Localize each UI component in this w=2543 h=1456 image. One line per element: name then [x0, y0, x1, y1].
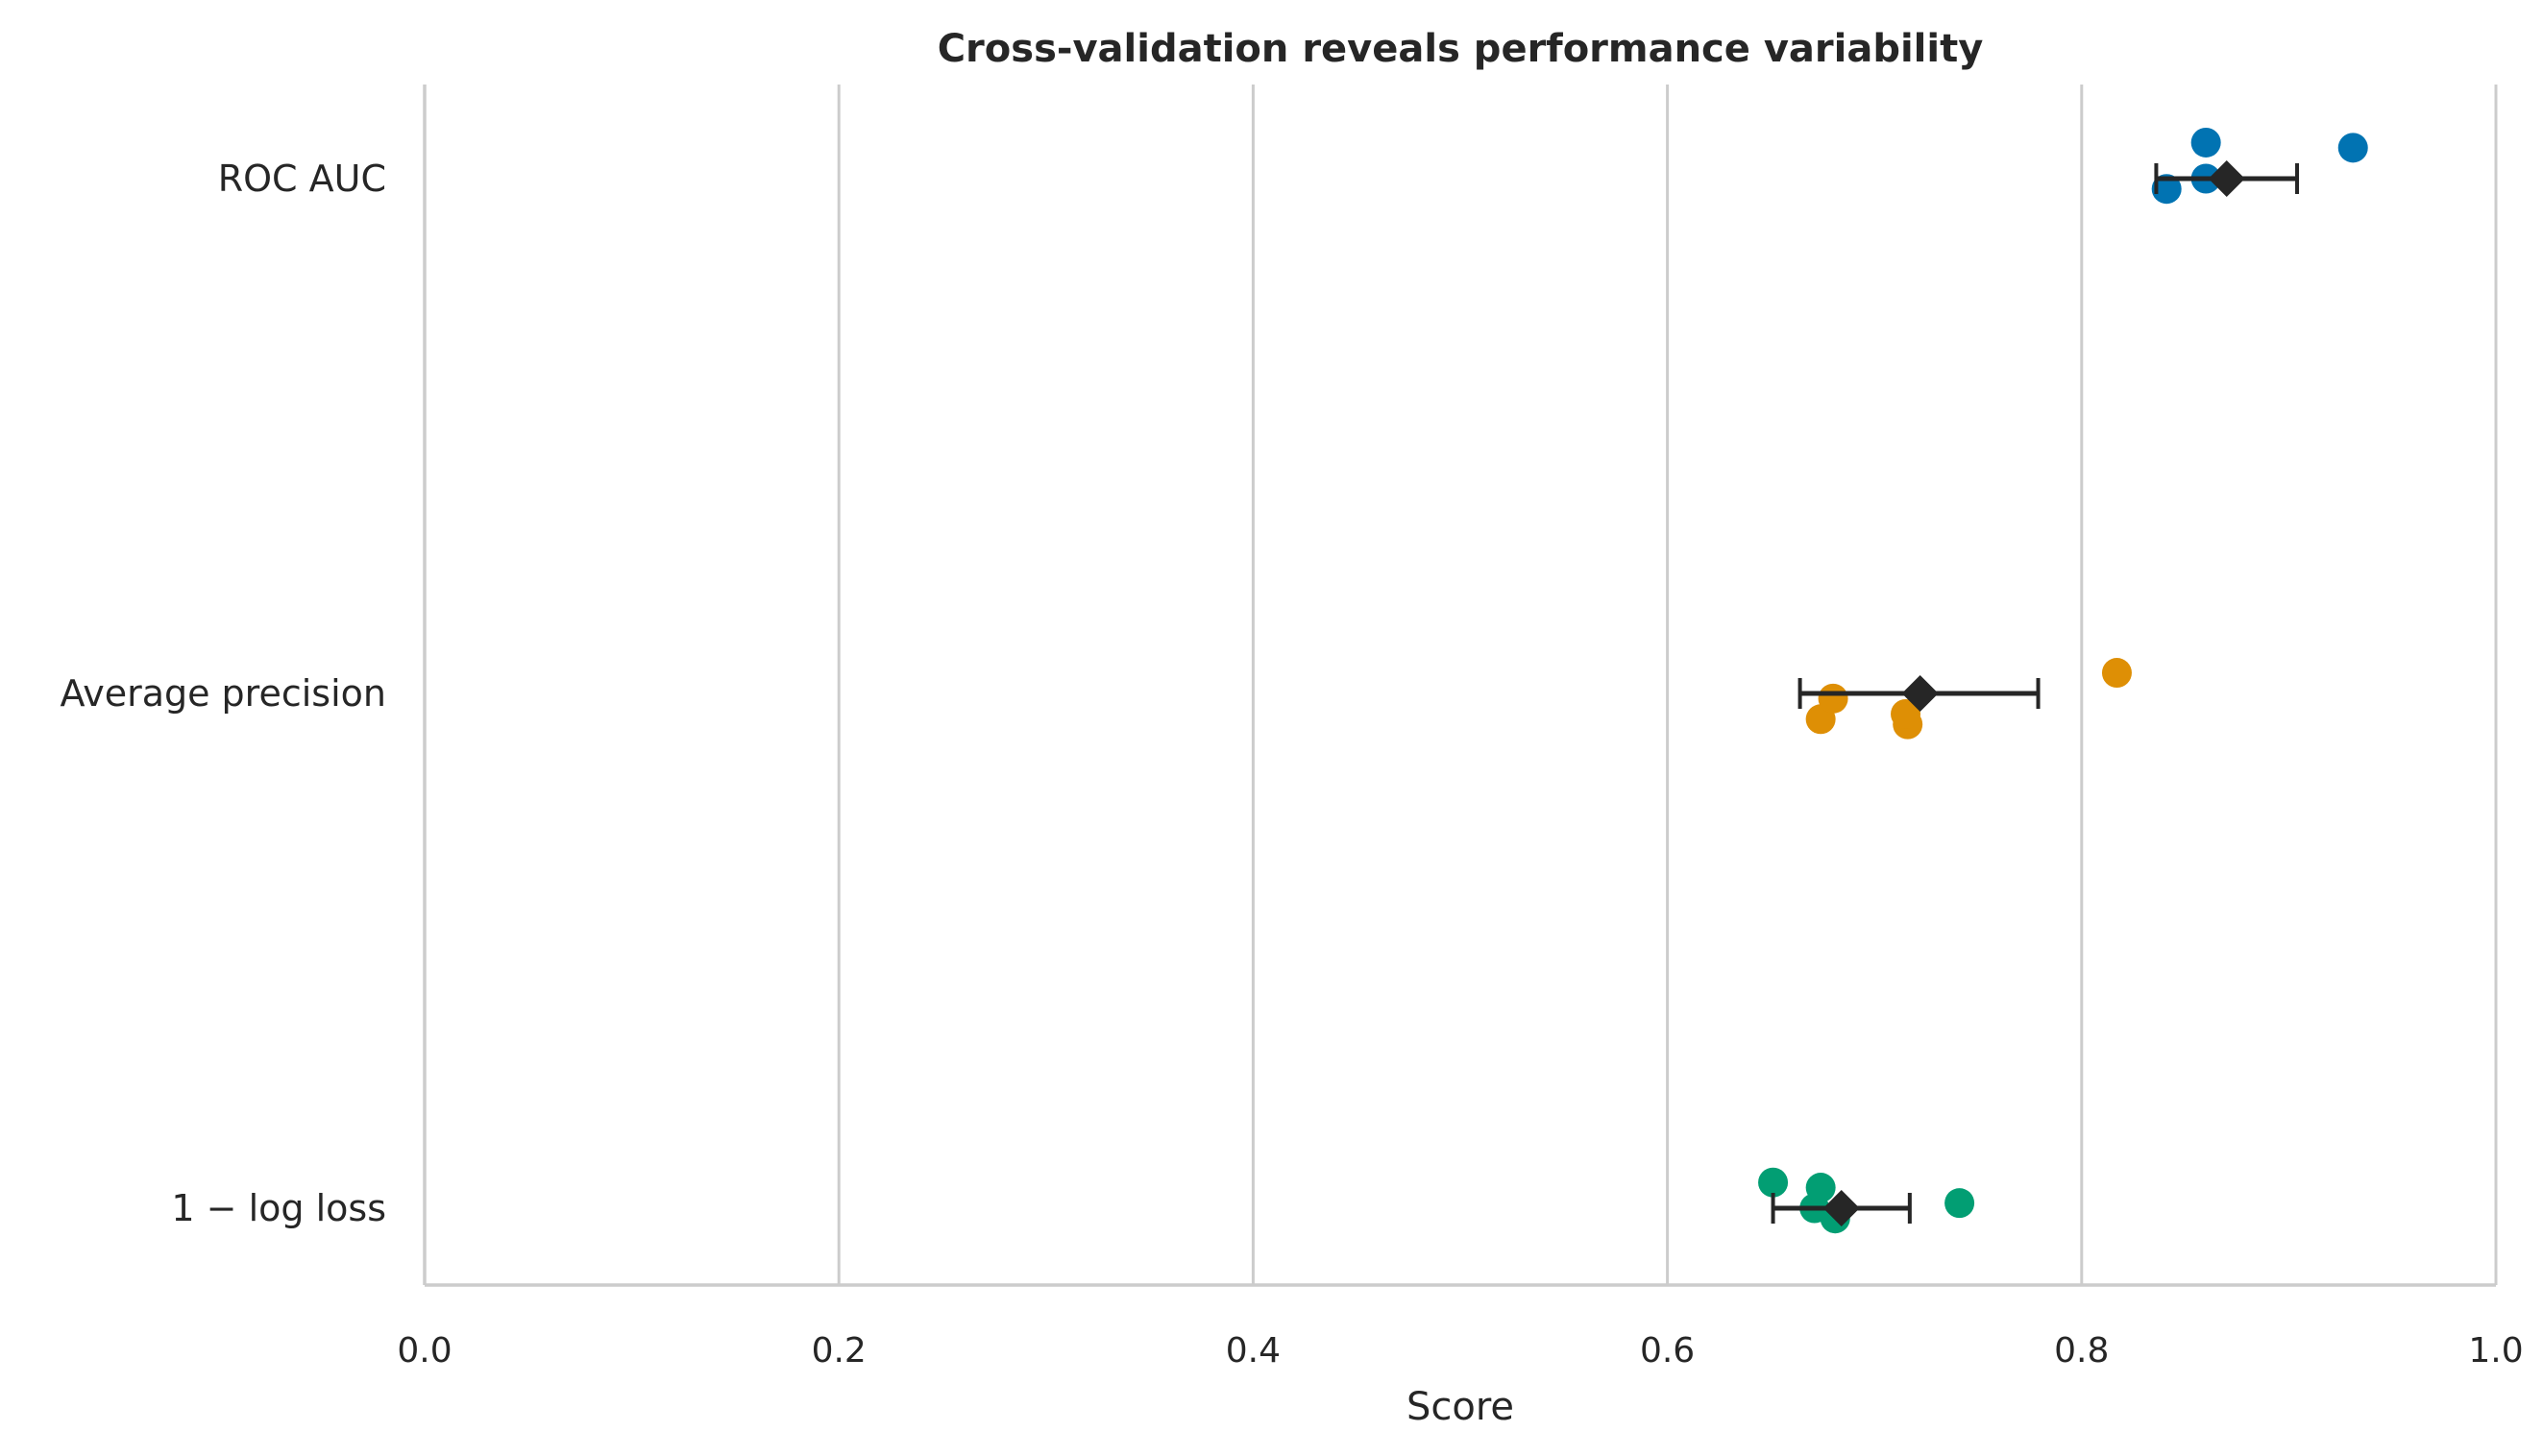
data-point	[1891, 698, 1921, 729]
data-point	[1818, 683, 1848, 714]
chart-title: Cross-validation reveals performance var…	[938, 27, 1984, 71]
axis-layer: 0.0 0.2 0.4 0.6 0.8 1.0 ROC AUC Average precisi…	[60, 85, 2524, 1371]
mean-marker	[1901, 675, 1939, 712]
data-point	[2190, 127, 2221, 158]
series-group	[2151, 127, 2368, 205]
data-point	[2101, 658, 2132, 689]
x-tick-label: 0.8	[2054, 1331, 2109, 1371]
x-tick-label: 1.0	[2468, 1331, 2523, 1371]
series-group	[1797, 658, 2132, 740]
y-tick-label: 1 − log loss	[171, 1187, 386, 1229]
data-point	[2151, 174, 2182, 205]
data-layer	[1758, 127, 2368, 1234]
mean-marker	[1822, 1190, 1860, 1226]
grid-layer	[837, 85, 2498, 1285]
x-tick-label: 0.0	[397, 1331, 452, 1371]
data-point	[1758, 1167, 1789, 1198]
x-tick-label: 0.2	[812, 1331, 867, 1371]
data-point	[1805, 1173, 1836, 1203]
x-axis-label: Score	[1406, 1385, 1514, 1429]
mean-marker	[2208, 160, 2245, 197]
series-group	[1758, 1167, 1975, 1234]
y-tick-label: ROC AUC	[218, 158, 386, 200]
data-point	[1944, 1188, 1975, 1219]
y-tick-label: Average precision	[60, 672, 386, 715]
data-point	[2337, 133, 2368, 163]
x-tick-label: 0.6	[1640, 1331, 1695, 1371]
x-tick-label: 0.4	[1226, 1331, 1281, 1371]
